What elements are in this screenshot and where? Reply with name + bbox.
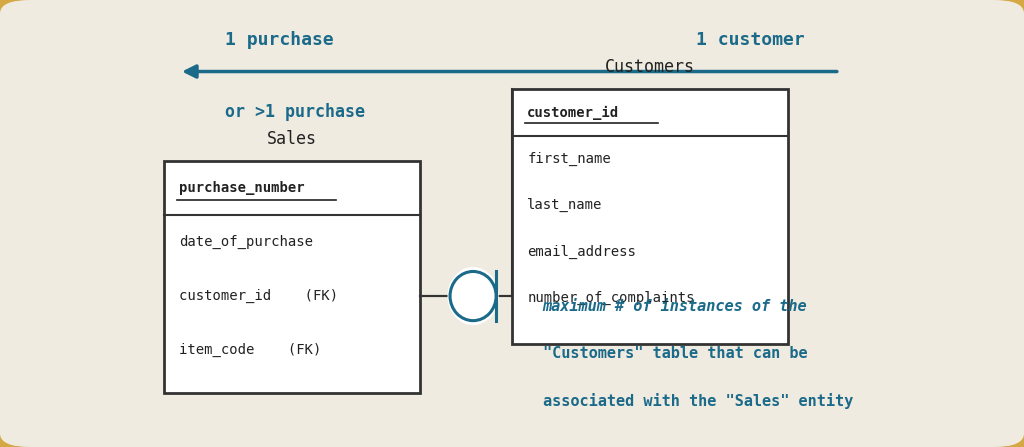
Text: date_of_purchase: date_of_purchase (179, 235, 313, 249)
Text: 1 purchase: 1 purchase (225, 31, 334, 49)
FancyBboxPatch shape (164, 161, 420, 393)
Text: purchase_number: purchase_number (179, 181, 305, 195)
Text: Customers: Customers (605, 58, 695, 76)
Text: Sales: Sales (267, 130, 316, 148)
Text: item_code    (FK): item_code (FK) (179, 343, 322, 357)
Ellipse shape (451, 271, 497, 320)
Text: 1 customer: 1 customer (696, 31, 805, 49)
Text: "Customers" table that can be: "Customers" table that can be (543, 346, 807, 362)
Text: number_of_complaints: number_of_complaints (527, 291, 695, 305)
FancyBboxPatch shape (512, 89, 788, 344)
Text: last_name: last_name (527, 198, 603, 212)
Text: customer_id    (FK): customer_id (FK) (179, 289, 338, 303)
Text: or >1 purchase: or >1 purchase (225, 103, 366, 121)
Text: maximum # of instances of the: maximum # of instances of the (543, 299, 807, 315)
Ellipse shape (447, 267, 499, 325)
Text: associated with the "Sales" entity: associated with the "Sales" entity (543, 393, 853, 409)
Text: email_address: email_address (527, 245, 636, 259)
Text: first_name: first_name (527, 152, 611, 166)
Text: customer_id: customer_id (527, 105, 620, 120)
